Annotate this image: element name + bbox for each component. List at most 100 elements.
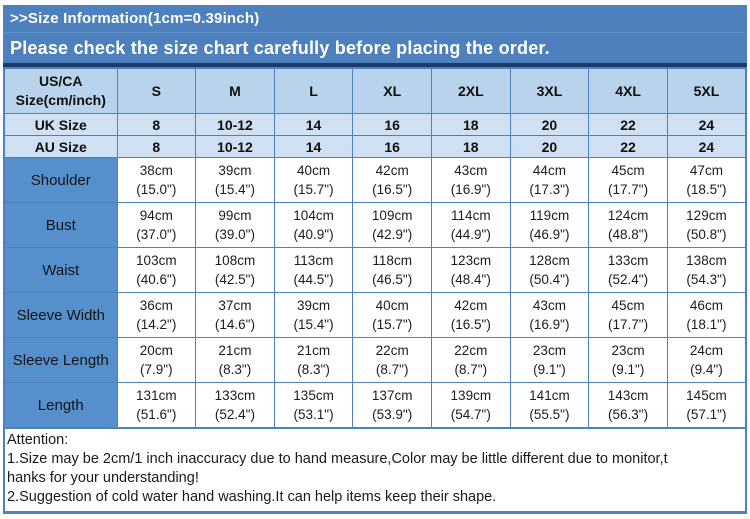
measure-row: Sleeve Width 36cm (14.2") 37cm (14.6") 39cm (1…: [3, 292, 747, 338]
size-value-cell: 20: [509, 135, 590, 158]
measure-value-cell: 143cm (56.3"): [588, 382, 668, 429]
measure-cm-value: 109cm: [371, 208, 413, 223]
measure-inch-value: (51.6"): [136, 407, 177, 422]
measure-inch-value: (8.3"): [297, 362, 330, 377]
measure-cm-value: 114cm: [451, 208, 491, 223]
measure-inch-value: (17.7"): [608, 317, 649, 332]
measure-inch-value: (17.3"): [529, 182, 570, 197]
measure-value-cell: 123cm (48.4"): [431, 247, 511, 293]
size-value-cell: 24: [666, 135, 747, 158]
measure-value-cell: 99cm (39.0"): [195, 202, 275, 248]
measure-cm-value: 46cm: [689, 298, 723, 313]
measure-value-cell: 138cm (54.3"): [666, 247, 747, 293]
measure-row-label: Sleeve Length: [3, 337, 118, 383]
measure-row: Waist 103cm (40.6") 108cm (42.5") 113cm (44.5"…: [3, 247, 747, 293]
size-value-cell: 22: [588, 135, 668, 158]
measure-value-cell: 104cm (40.9"): [273, 202, 354, 248]
measure-cm-value: 113cm: [293, 253, 334, 268]
measure-inch-value: (54.7"): [450, 407, 491, 422]
measure-inch-value: (44.5"): [293, 272, 334, 287]
measure-cm-value: 42cm: [454, 298, 488, 313]
measure-cm-value: 138cm: [686, 253, 727, 268]
measure-inch-value: (8.7"): [454, 362, 488, 377]
corner-header-cell: US/CA Size(cm/inch): [3, 67, 118, 114]
measure-inch-value: (46.5"): [372, 272, 413, 287]
size-row-label: UK Size: [3, 113, 118, 136]
measure-row-label: Shoulder: [3, 157, 118, 203]
measure-value-cell: 135cm (53.1"): [273, 382, 354, 429]
measure-inch-value: (14.2"): [136, 317, 177, 332]
attention-heading: Attention:: [7, 432, 69, 448]
measure-inch-value: (18.1"): [686, 317, 727, 332]
measure-value-cell: 44cm (17.3"): [509, 157, 590, 203]
measure-cm-value: 128cm: [529, 253, 570, 268]
measure-value-cell: 94cm (37.0"): [116, 202, 197, 248]
size-header-cell: XL: [352, 67, 432, 114]
size-value-cell: 10-12: [195, 135, 275, 158]
measure-inch-value: (9.1"): [611, 362, 645, 377]
measure-cm-value: 137cm: [371, 388, 413, 403]
size-value-cell: 20: [509, 113, 590, 136]
measure-inch-value: (42.9"): [372, 227, 413, 242]
measure-cm-value: 24cm: [689, 343, 723, 358]
measure-inch-value: (8.3"): [218, 362, 252, 377]
size-header-cell: L: [273, 67, 354, 114]
measure-cm-value: 129cm: [686, 208, 727, 223]
measure-cm-value: 118cm: [372, 253, 412, 268]
measure-cm-value: 99cm: [218, 208, 252, 223]
measure-inch-value: (15.7"): [372, 317, 413, 332]
measure-value-cell: 137cm (53.9"): [352, 382, 432, 429]
measure-cm-value: 44cm: [532, 163, 566, 178]
measure-cm-value: 108cm: [214, 253, 256, 268]
measure-value-cell: 119cm (46.9"): [509, 202, 590, 248]
measure-value-cell: 114cm (44.9"): [431, 202, 511, 248]
measure-cm-value: 38cm: [139, 163, 173, 178]
measure-value-cell: 103cm (40.6"): [116, 247, 197, 293]
size-value-cell: 18: [431, 113, 511, 136]
size-header-cell: 4XL: [588, 67, 668, 114]
measure-cm-value: 103cm: [136, 253, 177, 268]
measure-row-label: Waist: [3, 247, 118, 293]
measure-value-cell: 22cm (8.7"): [431, 337, 511, 383]
measure-inch-value: (16.9"): [529, 317, 570, 332]
measure-value-cell: 113cm (44.5"): [273, 247, 354, 293]
measure-cm-value: 124cm: [607, 208, 649, 223]
measure-value-cell: 45cm (17.7"): [588, 157, 668, 203]
size-header-cell: M: [195, 67, 275, 114]
measure-cm-value: 40cm: [375, 298, 409, 313]
measure-inch-value: (50.8"): [686, 227, 727, 242]
measure-value-cell: 37cm (14.6"): [195, 292, 275, 338]
measure-inch-value: (52.4"): [214, 407, 255, 422]
measure-value-cell: 40cm (15.7"): [273, 157, 354, 203]
size-value-cell: 8: [116, 135, 197, 158]
measure-value-cell: 20cm (7.9"): [116, 337, 197, 383]
measure-inch-value: (9.4"): [690, 362, 723, 377]
measure-cm-value: 42cm: [375, 163, 409, 178]
measure-value-cell: 141cm (55.5"): [509, 382, 590, 429]
attention-note-1: 1.Size may be 2cm/1 inch inaccuracy due …: [7, 451, 668, 467]
measure-inch-value: (46.9"): [529, 227, 570, 242]
measure-value-cell: 128cm (50.4"): [509, 247, 590, 293]
size-value-cell: 24: [666, 113, 747, 136]
measure-cm-value: 135cm: [293, 388, 334, 403]
measure-value-cell: 22cm (8.7"): [352, 337, 432, 383]
measure-value-cell: 108cm (42.5"): [195, 247, 275, 293]
measure-inch-value: (42.5"): [214, 272, 255, 287]
measure-row-label: Sleeve Width: [3, 292, 118, 338]
measure-inch-value: (15.7"): [293, 182, 334, 197]
measure-cm-value: 22cm: [454, 343, 488, 358]
measure-inch-value: (40.6"): [136, 272, 177, 287]
measure-value-cell: 47cm (18.5"): [666, 157, 747, 203]
measure-cm-value: 141cm: [529, 388, 570, 403]
measure-inch-value: (50.4"): [529, 272, 570, 287]
measure-inch-value: (40.9"): [293, 227, 334, 242]
measure-inch-value: (15.0"): [136, 182, 177, 197]
size-chart-body: UK Size 8 10-12 14 16 18 20 22 24 AU Size 8 10-12 14…: [3, 113, 747, 429]
measure-value-cell: 23cm (9.1"): [588, 337, 668, 383]
measure-inch-value: (15.4"): [293, 317, 334, 332]
measure-cm-value: 104cm: [293, 208, 334, 223]
measure-value-cell: 23cm (9.1"): [509, 337, 590, 383]
measure-cm-value: 23cm: [532, 343, 566, 358]
measure-cm-value: 43cm: [454, 163, 488, 178]
size-information-panel: >>Size Information(1cm=0.39inch) Please …: [3, 5, 747, 514]
